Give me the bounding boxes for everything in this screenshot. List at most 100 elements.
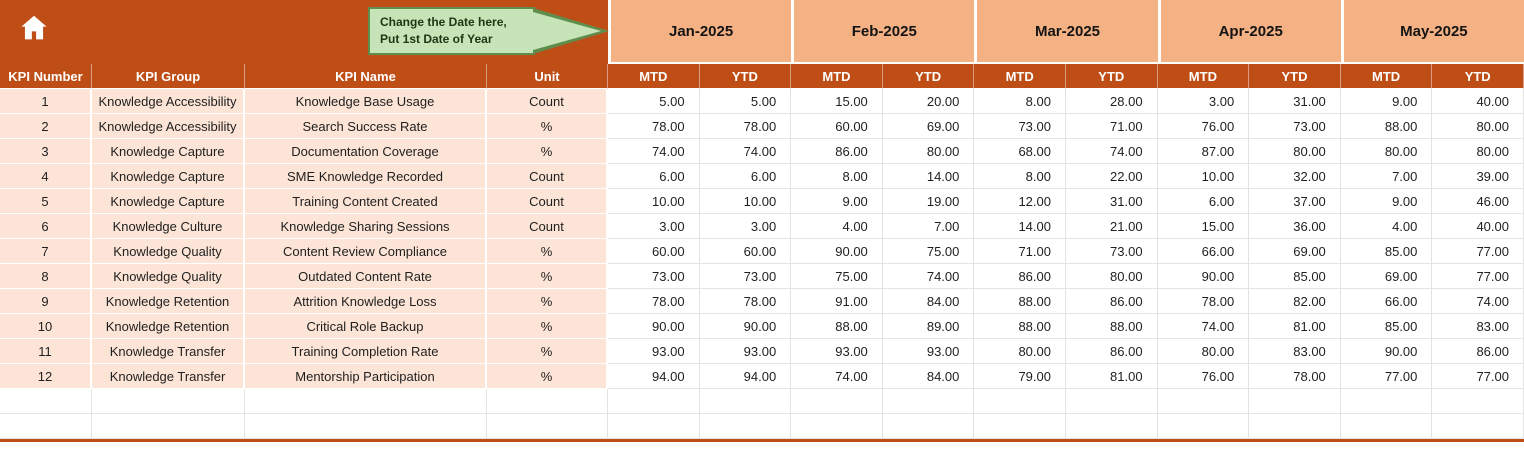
cell-value[interactable]: 39.00	[1432, 164, 1524, 189]
cell-unit[interactable]: %	[487, 264, 608, 289]
home-button[interactable]	[15, 9, 53, 47]
cell-kpi-number[interactable]: 11	[0, 339, 92, 364]
column-subheader-cell[interactable]: YTD	[1065, 64, 1158, 89]
cell-empty[interactable]	[608, 414, 700, 439]
cell-value[interactable]: 66.00	[1340, 289, 1433, 314]
cell-value[interactable]: 40.00	[1432, 89, 1524, 114]
cell-value[interactable]: 28.00	[1065, 89, 1158, 114]
cell-value[interactable]: 10.00	[1157, 164, 1250, 189]
cell-value[interactable]: 94.00	[608, 364, 700, 389]
cell-value[interactable]: 10.00	[608, 189, 700, 214]
cell-kpi-number[interactable]: 1	[0, 89, 92, 114]
cell-empty[interactable]	[791, 414, 883, 439]
cell-value[interactable]: 5.00	[699, 89, 792, 114]
cell-empty[interactable]	[974, 389, 1066, 414]
cell-value[interactable]: 7.00	[1340, 164, 1433, 189]
cell-value[interactable]: 77.00	[1432, 264, 1524, 289]
cell-value[interactable]: 78.00	[699, 289, 792, 314]
cell-value[interactable]: 20.00	[882, 89, 975, 114]
cell-value[interactable]: 9.00	[1340, 89, 1433, 114]
cell-value[interactable]: 6.00	[699, 164, 792, 189]
cell-unit[interactable]: Count	[487, 189, 608, 214]
cell-value[interactable]: 78.00	[608, 114, 700, 139]
cell-empty[interactable]	[1157, 389, 1250, 414]
cell-empty[interactable]	[1340, 389, 1433, 414]
cell-value[interactable]: 4.00	[1340, 214, 1433, 239]
cell-kpi-group[interactable]: Knowledge Culture	[92, 214, 245, 239]
cell-kpi-group[interactable]: Knowledge Accessibility	[92, 114, 245, 139]
cell-value[interactable]: 12.00	[974, 189, 1066, 214]
cell-value[interactable]: 93.00	[882, 339, 975, 364]
cell-value[interactable]: 73.00	[1065, 239, 1158, 264]
column-subheader-cell[interactable]: MTD	[791, 64, 883, 89]
cell-unit[interactable]: %	[487, 339, 608, 364]
cell-kpi-name[interactable]: Outdated Content Rate	[245, 264, 487, 289]
cell-value[interactable]: 60.00	[791, 114, 883, 139]
cell-value[interactable]: 80.00	[1340, 139, 1433, 164]
cell-empty[interactable]	[487, 389, 608, 414]
cell-value[interactable]: 89.00	[882, 314, 975, 339]
cell-value[interactable]: 15.00	[791, 89, 883, 114]
cell-value[interactable]: 85.00	[1340, 314, 1433, 339]
cell-value[interactable]: 90.00	[1157, 264, 1250, 289]
cell-kpi-number[interactable]: 3	[0, 139, 92, 164]
cell-empty[interactable]	[245, 389, 487, 414]
cell-value[interactable]: 74.00	[1157, 314, 1250, 339]
cell-value[interactable]: 8.00	[791, 164, 883, 189]
cell-empty[interactable]	[1065, 389, 1158, 414]
cell-value[interactable]: 86.00	[1432, 339, 1524, 364]
cell-value[interactable]: 86.00	[1065, 289, 1158, 314]
cell-value[interactable]: 6.00	[1157, 189, 1250, 214]
column-subheader-cell[interactable]: MTD	[608, 64, 700, 89]
cell-value[interactable]: 76.00	[1157, 114, 1250, 139]
cell-value[interactable]: 71.00	[1065, 114, 1158, 139]
cell-kpi-number[interactable]: 2	[0, 114, 92, 139]
cell-empty[interactable]	[245, 414, 487, 439]
cell-value[interactable]: 88.00	[791, 314, 883, 339]
cell-kpi-group[interactable]: Knowledge Transfer	[92, 364, 245, 389]
cell-value[interactable]: 3.00	[699, 214, 792, 239]
cell-value[interactable]: 78.00	[699, 114, 792, 139]
column-header-cell[interactable]: KPI Name	[245, 64, 487, 89]
cell-value[interactable]: 78.00	[1249, 364, 1341, 389]
cell-value[interactable]: 90.00	[608, 314, 700, 339]
cell-empty[interactable]	[1340, 414, 1433, 439]
cell-value[interactable]: 90.00	[791, 239, 883, 264]
cell-kpi-name[interactable]: Mentorship Participation	[245, 364, 487, 389]
cell-kpi-number[interactable]: 5	[0, 189, 92, 214]
cell-value[interactable]: 69.00	[882, 114, 975, 139]
cell-value[interactable]: 74.00	[608, 139, 700, 164]
cell-unit[interactable]: %	[487, 139, 608, 164]
cell-unit[interactable]: Count	[487, 89, 608, 114]
cell-value[interactable]: 79.00	[974, 364, 1066, 389]
month-header-cell[interactable]: Apr-2025	[1157, 0, 1341, 62]
column-subheader-cell[interactable]: MTD	[1340, 64, 1433, 89]
cell-kpi-name[interactable]: SME Knowledge Recorded	[245, 164, 487, 189]
cell-value[interactable]: 74.00	[1432, 289, 1524, 314]
cell-kpi-name[interactable]: Training Content Created	[245, 189, 487, 214]
cell-value[interactable]: 15.00	[1157, 214, 1250, 239]
cell-unit[interactable]: Count	[487, 164, 608, 189]
month-header-cell[interactable]: Feb-2025	[791, 0, 975, 62]
cell-value[interactable]: 88.00	[1065, 314, 1158, 339]
column-subheader-cell[interactable]: YTD	[1249, 64, 1341, 89]
month-header-cell[interactable]: May-2025	[1340, 0, 1524, 62]
column-header-cell[interactable]: KPI Group	[92, 64, 245, 89]
cell-value[interactable]: 73.00	[974, 114, 1066, 139]
cell-value[interactable]: 21.00	[1065, 214, 1158, 239]
cell-kpi-name[interactable]: Knowledge Base Usage	[245, 89, 487, 114]
cell-empty[interactable]	[1157, 414, 1250, 439]
cell-value[interactable]: 88.00	[1340, 114, 1433, 139]
cell-value[interactable]: 88.00	[974, 289, 1066, 314]
cell-value[interactable]: 75.00	[791, 264, 883, 289]
cell-value[interactable]: 86.00	[791, 139, 883, 164]
cell-empty[interactable]	[92, 389, 245, 414]
cell-value[interactable]: 73.00	[1249, 114, 1341, 139]
column-subheader-cell[interactable]: YTD	[699, 64, 792, 89]
cell-value[interactable]: 60.00	[608, 239, 700, 264]
cell-value[interactable]: 83.00	[1249, 339, 1341, 364]
cell-value[interactable]: 90.00	[1340, 339, 1433, 364]
cell-kpi-number[interactable]: 10	[0, 314, 92, 339]
column-subheader-cell[interactable]: YTD	[882, 64, 975, 89]
cell-value[interactable]: 22.00	[1065, 164, 1158, 189]
